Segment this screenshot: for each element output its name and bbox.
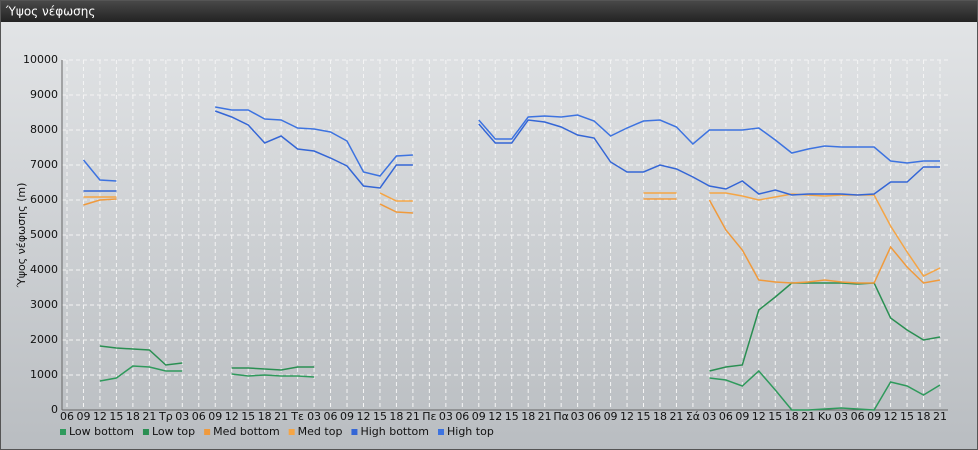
title-bar — [0, 0, 978, 22]
x-tick-label: 18 — [521, 410, 535, 423]
series-line — [83, 192, 941, 277]
legend-label: High bottom — [360, 425, 429, 438]
x-tick-label: 18 — [653, 410, 667, 423]
x-tick-label: Τρ — [158, 410, 173, 423]
legend-label: Low bottom — [69, 425, 134, 438]
y-tick-label: 10000 — [23, 53, 58, 66]
x-tick-label: 06 — [851, 410, 865, 423]
x-tick-label: 21 — [669, 410, 683, 423]
x-tick-label: 21 — [406, 410, 420, 423]
x-tick-label: 12 — [356, 410, 370, 423]
x-tick-label: 09 — [867, 410, 881, 423]
x-tick-label: 03 — [702, 410, 716, 423]
x-tick-label: 03 — [834, 410, 848, 423]
x-tick-label: 15 — [505, 410, 519, 423]
y-tick-label: 2000 — [30, 333, 58, 346]
series-line — [83, 198, 941, 284]
x-tick-label: 12 — [93, 410, 107, 423]
x-tick-label: 21 — [142, 410, 156, 423]
x-tick-label: 21 — [274, 410, 288, 423]
x-tick-label: 21 — [801, 410, 815, 423]
x-tick-label: 06 — [192, 410, 206, 423]
x-tick-label: 09 — [208, 410, 222, 423]
x-tick-label: 21 — [538, 410, 552, 423]
legend-label: High top — [447, 425, 494, 438]
x-tick-label: 12 — [488, 410, 502, 423]
x-tick-label: 15 — [768, 410, 782, 423]
y-axis-label: Ύψος νέφωσης (m) — [15, 183, 28, 289]
legend-swatch — [204, 429, 211, 435]
x-tick-label: 03 — [439, 410, 453, 423]
x-tick-label: Τε — [290, 410, 304, 423]
series-line — [83, 110, 940, 196]
y-tick-label: 8000 — [30, 123, 58, 136]
x-tick-label: 06 — [719, 410, 733, 423]
x-tick-label: 03 — [571, 410, 585, 423]
x-tick-label: 15 — [637, 410, 651, 423]
y-tick-label: 1000 — [30, 368, 58, 381]
x-tick-label: 09 — [604, 410, 618, 423]
x-tick-label: 09 — [735, 410, 749, 423]
y-tick-label: 3000 — [30, 298, 58, 311]
x-tick-label: 03 — [307, 410, 321, 423]
x-tick-label: 12 — [752, 410, 766, 423]
x-tick-label: 18 — [389, 410, 403, 423]
x-tick-label: Πε — [422, 410, 436, 423]
x-tick-label: 12 — [884, 410, 898, 423]
x-tick-label: 18 — [917, 410, 931, 423]
y-tick-label: 9000 — [30, 88, 58, 101]
y-tick-label: 4000 — [30, 263, 58, 276]
x-tick-label: 09 — [76, 410, 90, 423]
legend-swatch — [142, 429, 149, 435]
series-line — [82, 106, 940, 182]
window-title: Ύψος νέφωσης — [5, 5, 95, 19]
series-line — [99, 282, 941, 372]
x-tick-label: 06 — [455, 410, 469, 423]
legend-label: Med top — [298, 425, 343, 438]
y-tick-label: 0 — [51, 403, 58, 416]
x-tick-label: 15 — [900, 410, 914, 423]
x-tick-label: 12 — [620, 410, 634, 423]
x-tick-label: 18 — [126, 410, 140, 423]
y-tick-label: 7000 — [30, 158, 58, 171]
x-tick-label: 06 — [60, 410, 74, 423]
legend-swatch — [288, 429, 295, 435]
x-tick-label: 15 — [373, 410, 387, 423]
legend-label: Med bottom — [213, 425, 280, 438]
legend-swatch — [60, 429, 66, 435]
legend-label: Low top — [152, 425, 195, 438]
x-tick-label: Σά — [686, 410, 700, 423]
x-tick-label: Πα — [553, 410, 569, 423]
series-line — [99, 365, 941, 411]
x-tick-label: 15 — [241, 410, 255, 423]
x-tick-label: 18 — [785, 410, 799, 423]
x-tick-label: 12 — [225, 410, 239, 423]
x-tick-label: 06 — [587, 410, 601, 423]
x-tick-label: 18 — [258, 410, 272, 423]
x-tick-label: 06 — [324, 410, 338, 423]
y-tick-label: 6000 — [30, 193, 58, 206]
x-tick-label: Κυ — [818, 410, 832, 423]
x-tick-label: 03 — [175, 410, 189, 423]
y-tick-label: 5000 — [30, 228, 58, 241]
x-tick-label: 21 — [933, 410, 947, 423]
x-tick-label: 15 — [109, 410, 123, 423]
legend-swatch — [351, 429, 358, 435]
x-tick-label: 09 — [472, 410, 486, 423]
legend-swatch — [438, 429, 444, 435]
x-tick-label: 09 — [340, 410, 354, 423]
